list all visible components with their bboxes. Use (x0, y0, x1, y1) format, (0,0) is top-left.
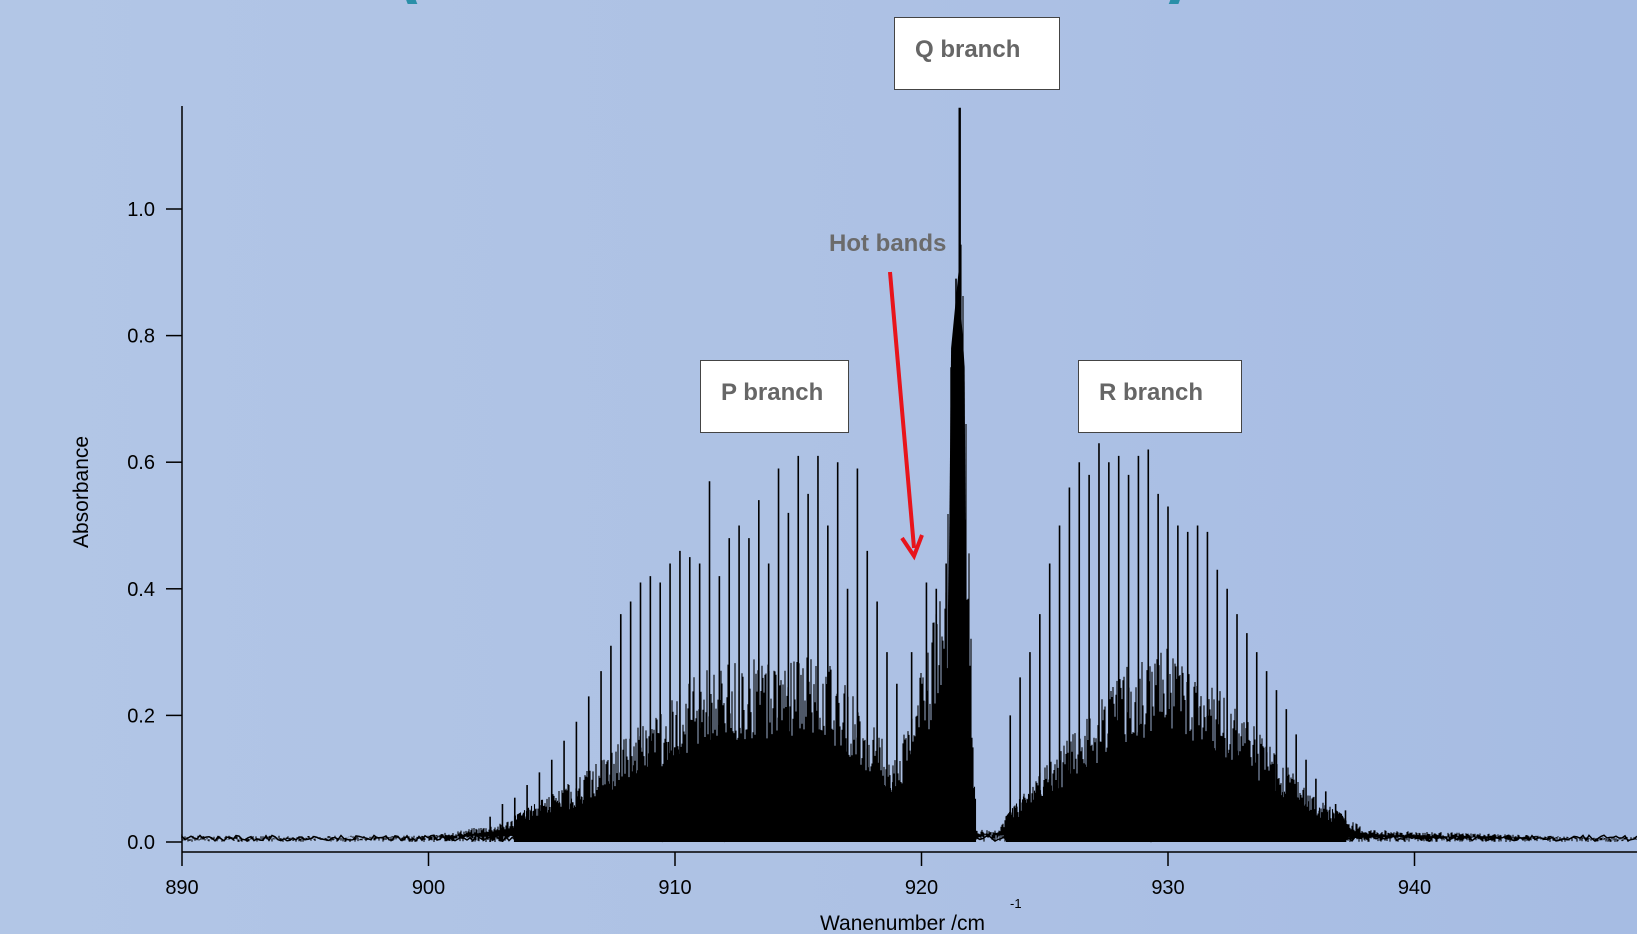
x-tick-label: 940 (1398, 877, 1431, 899)
r-branch-label: R branch (1078, 360, 1242, 433)
hot-bands-arrow (888, 271, 924, 561)
y-tick-label: 1.0 (127, 199, 155, 221)
hot-bands-label: Hot bands (829, 230, 947, 257)
q-branch-label: Q branch (894, 17, 1060, 90)
x-tick-label: 900 (412, 877, 445, 899)
spectrum-envelope (181, 244, 1637, 842)
y-tick-label: 0.8 (127, 326, 155, 348)
q-branch-peak (946, 272, 968, 842)
y-axis-title: Absorbance (70, 436, 93, 548)
x-tick-label: 930 (1151, 877, 1184, 899)
y-tick-label: 0.6 (127, 452, 155, 474)
y-tick-label: 0.4 (127, 579, 155, 601)
x-axis-title-superscript: -1 (1010, 896, 1022, 911)
spectrum-baseline (181, 834, 1637, 843)
slide-title-text: ( ) ) (400, 0, 1440, 4)
y-tick-label: 0.0 (127, 832, 155, 854)
y-tick-label: 0.2 (127, 705, 155, 727)
axes: 0.0 0.2 0.4 0.6 0.8 1.0 890 900 910 920 930 940 (127, 106, 1637, 899)
x-tick-label: 910 (658, 877, 691, 899)
slide-title-fragment: ( ) ) (400, 0, 1440, 4)
x-axis-title: Wanenumber /cm (820, 912, 985, 934)
x-tick-label: 890 (165, 877, 198, 899)
x-tick-label: 920 (905, 877, 938, 899)
plot-area (181, 107, 1637, 843)
p-branch-label: P branch (700, 360, 849, 433)
